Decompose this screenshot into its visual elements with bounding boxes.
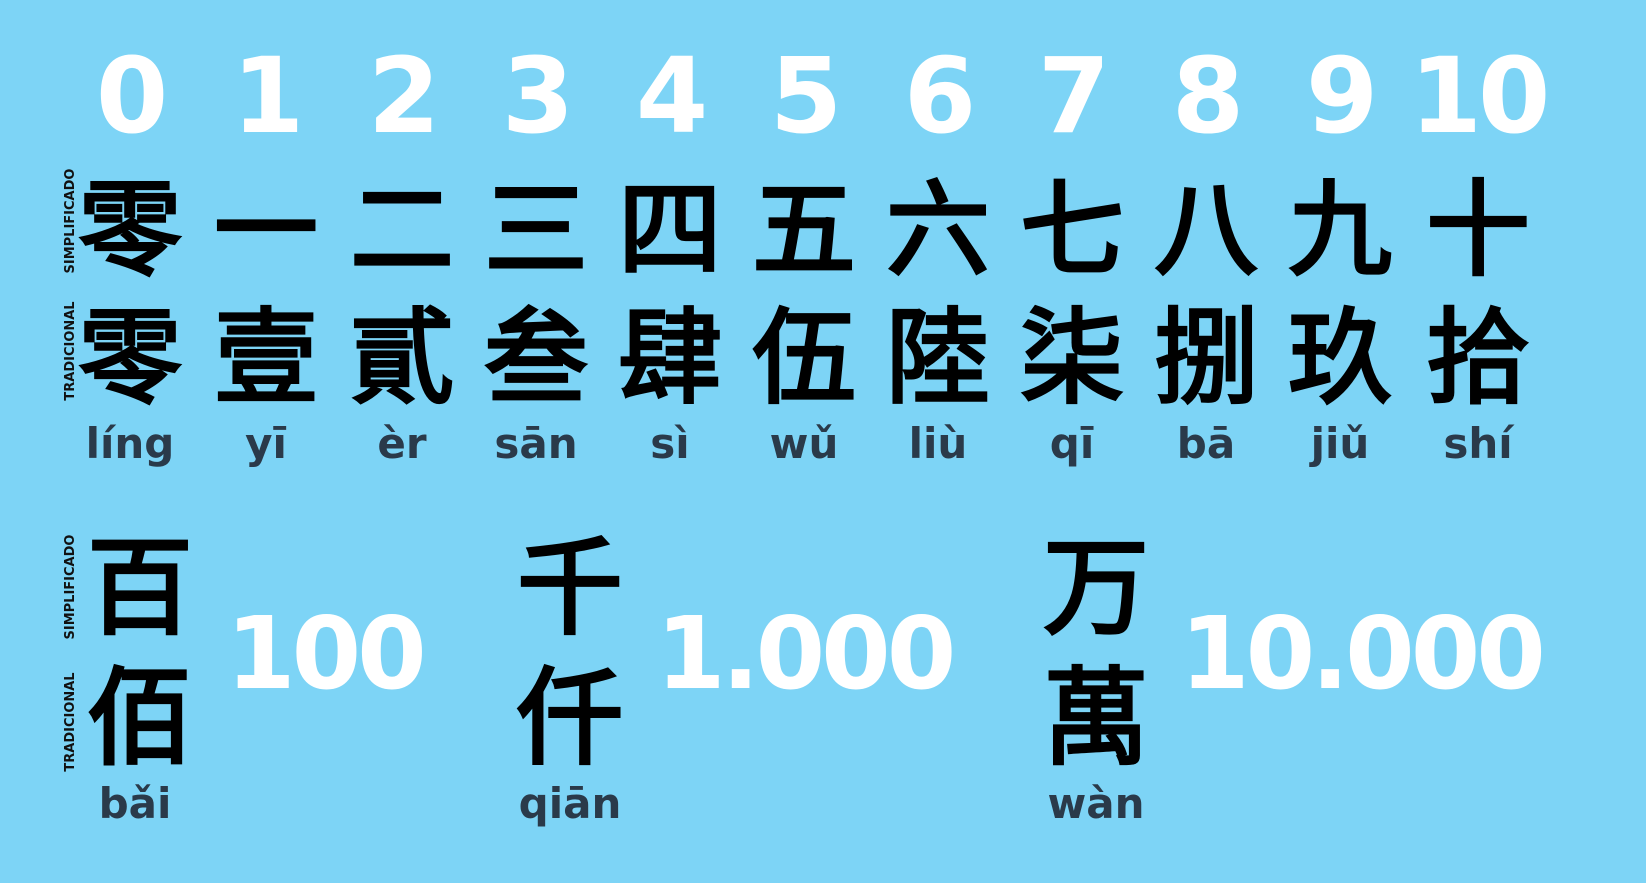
number-column-6: 6 六 陸 liù xyxy=(872,0,1004,480)
digit: 10 xyxy=(1409,35,1551,157)
ten-thousand-traditional-character: 萬 xyxy=(1043,657,1149,780)
digit: 8 xyxy=(1171,35,1244,157)
simplified-character: 七 xyxy=(1019,169,1124,291)
pinyin: yī xyxy=(245,419,287,468)
traditional-character: 零 xyxy=(77,297,182,419)
simplified-row-label-large: SIMPLIFICADO xyxy=(63,534,78,640)
simplified-character: 零 xyxy=(77,169,182,291)
traditional-character: 肆 xyxy=(617,297,722,419)
traditional-character: 伍 xyxy=(751,297,856,419)
number-column-9: 9 九 玖 jiǔ xyxy=(1274,0,1406,480)
traditional-character: 壹 xyxy=(213,297,318,419)
simplified-character: 八 xyxy=(1153,169,1258,291)
digit: 5 xyxy=(769,35,842,157)
hundred-pinyin: bǎi xyxy=(98,779,172,828)
simplified-character: 二 xyxy=(349,169,454,291)
simplified-character: 四 xyxy=(617,169,722,291)
pinyin: jiǔ xyxy=(1310,419,1370,468)
number-column-2: 2 二 貳 èr xyxy=(336,0,468,480)
traditional-character: 陸 xyxy=(885,297,990,419)
digit: 4 xyxy=(635,35,708,157)
pinyin: bā xyxy=(1176,419,1236,468)
simplified-character: 三 xyxy=(483,169,588,291)
simplified-character: 九 xyxy=(1287,169,1392,291)
simplified-character: 十 xyxy=(1425,169,1530,291)
thousand-simplified-character: 千 xyxy=(517,527,623,650)
digit: 7 xyxy=(1037,35,1110,157)
traditional-character: 玖 xyxy=(1287,297,1392,419)
number-column-4: 4 四 肆 sì xyxy=(604,0,736,480)
number-column-7: 7 七 柒 qī xyxy=(1006,0,1138,480)
pinyin: wǔ xyxy=(769,419,839,468)
digit: 2 xyxy=(367,35,440,157)
pinyin: èr xyxy=(377,419,427,468)
ten-thousand-value: 10.000 xyxy=(1180,595,1546,712)
number-column-3: 3 三 叁 sān xyxy=(470,0,602,480)
thousand-value: 1.000 xyxy=(656,595,956,712)
pinyin: shí xyxy=(1443,419,1513,468)
traditional-character: 叁 xyxy=(483,297,588,419)
pinyin: sì xyxy=(650,419,690,468)
number-column-0: 0 零 零 líng xyxy=(64,0,196,480)
digit: 9 xyxy=(1305,35,1378,157)
number-column-10: 10 十 拾 shí xyxy=(1408,0,1551,480)
ten-thousand-simplified-character: 万 xyxy=(1043,527,1149,650)
simplified-character: 五 xyxy=(751,169,856,291)
digit: 1 xyxy=(231,35,304,157)
traditional-character: 貳 xyxy=(349,297,454,419)
hundred-simplified-character: 百 xyxy=(87,527,193,650)
digit: 6 xyxy=(903,35,976,157)
number-column-8: 8 八 捌 bā xyxy=(1140,0,1272,480)
number-column-5: 5 五 伍 wǔ xyxy=(738,0,870,480)
thousand-traditional-character: 仟 xyxy=(517,657,623,780)
number-column-1: 1 一 壹 yī xyxy=(200,0,332,480)
ten-thousand-pinyin: wàn xyxy=(1047,779,1145,828)
simplified-character: 一 xyxy=(213,169,318,291)
traditional-character: 捌 xyxy=(1153,297,1258,419)
digit: 3 xyxy=(501,35,574,157)
hundred-value: 100 xyxy=(226,595,427,712)
thousand-pinyin: qiān xyxy=(518,779,622,828)
pinyin: liù xyxy=(908,419,968,468)
digit: 0 xyxy=(95,35,168,157)
traditional-character: 柒 xyxy=(1019,297,1124,419)
hundred-traditional-character: 佰 xyxy=(87,657,193,780)
simplified-character: 六 xyxy=(885,169,990,291)
pinyin: sān xyxy=(494,419,578,468)
pinyin: líng xyxy=(85,419,175,468)
traditional-row-label-large: TRADICIONAL xyxy=(63,672,78,772)
pinyin: qī xyxy=(1049,419,1095,468)
traditional-character: 拾 xyxy=(1425,297,1530,419)
